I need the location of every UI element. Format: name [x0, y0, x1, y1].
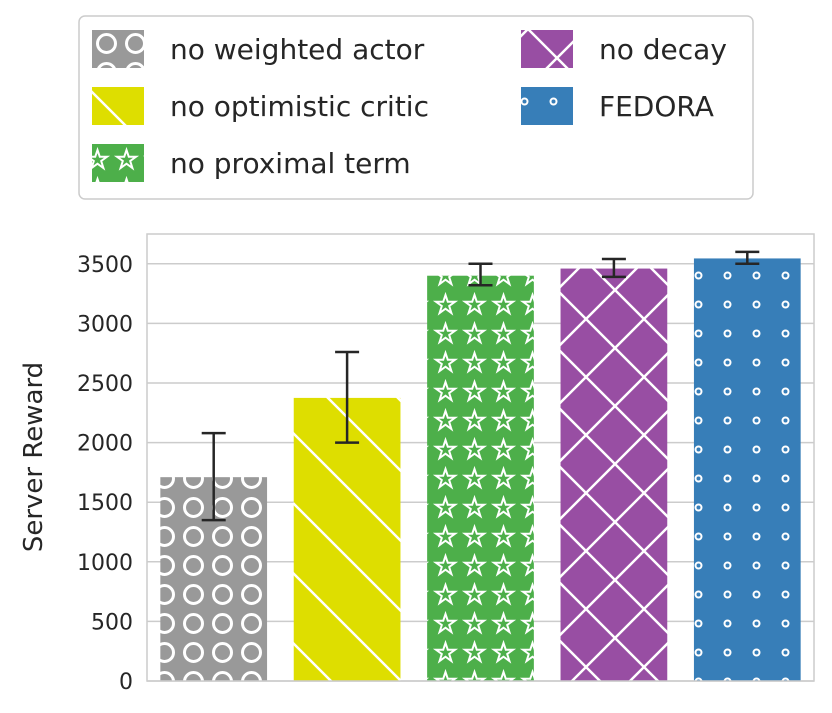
y-axis-ticks: 0 500 1000 1500 2000 2500 3000 3500 — [77, 253, 133, 695]
bar-no-proximal-term — [427, 275, 534, 681]
legend-label: no proximal term — [170, 147, 411, 180]
error-bar — [735, 250, 760, 266]
y-tick-label: 2500 — [77, 372, 133, 397]
legend-entry: no optimistic critic — [92, 87, 429, 125]
legend-frame — [78, 15, 754, 200]
error-bar — [335, 350, 360, 444]
bar-no-decay — [560, 268, 668, 681]
legend-label: no optimistic critic — [170, 90, 429, 123]
bars — [160, 258, 801, 681]
y-tick-label: 1000 — [77, 551, 133, 576]
y-tick-label: 1500 — [77, 491, 133, 516]
legend-entry: no weighted actor — [92, 30, 425, 68]
error-bar — [201, 431, 226, 522]
legend-entry: no proximal term — [92, 144, 411, 182]
error-bar — [468, 262, 493, 287]
legend-label: FEDORA — [599, 90, 714, 123]
error-bars — [201, 250, 760, 522]
y-tick-label: 500 — [91, 610, 133, 635]
legend: no weighted actor no optimistic critic no … — [78, 15, 754, 200]
plot-area: 0 500 1000 1500 2000 2500 3000 3500 Server Rewa… — [19, 233, 815, 695]
legend-swatch — [92, 144, 144, 182]
legend-swatch — [521, 87, 573, 125]
legend-swatch — [92, 87, 144, 125]
y-tick-label: 0 — [119, 670, 133, 695]
y-axis-title: Server Reward — [19, 362, 49, 552]
legend-swatch — [92, 30, 144, 68]
bar-fedora — [693, 258, 801, 681]
legend-swatch — [521, 30, 573, 68]
legend-entry: FEDORA — [521, 87, 714, 125]
y-tick-label: 2000 — [77, 432, 133, 457]
legend-entry: no decay — [521, 30, 727, 68]
y-tick-label: 3000 — [77, 312, 133, 337]
y-tick-label: 3500 — [77, 253, 133, 278]
error-bar — [601, 257, 626, 279]
legend-label: no decay — [599, 33, 727, 66]
legend-label: no weighted actor — [170, 33, 425, 66]
bar-no-optimistic-critic — [293, 397, 401, 681]
plot-frame — [146, 233, 815, 682]
